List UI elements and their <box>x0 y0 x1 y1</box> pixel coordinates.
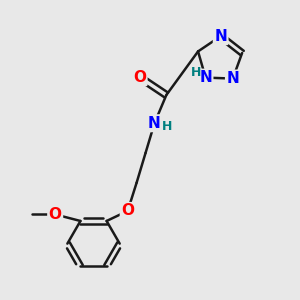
Text: N: N <box>226 71 239 86</box>
Text: N: N <box>214 29 227 44</box>
Text: N: N <box>148 116 161 131</box>
Text: O: O <box>133 70 146 85</box>
Text: H: H <box>191 66 201 79</box>
Text: N: N <box>199 70 212 85</box>
Text: H: H <box>162 120 172 133</box>
Text: O: O <box>121 203 134 218</box>
Text: O: O <box>49 207 62 222</box>
